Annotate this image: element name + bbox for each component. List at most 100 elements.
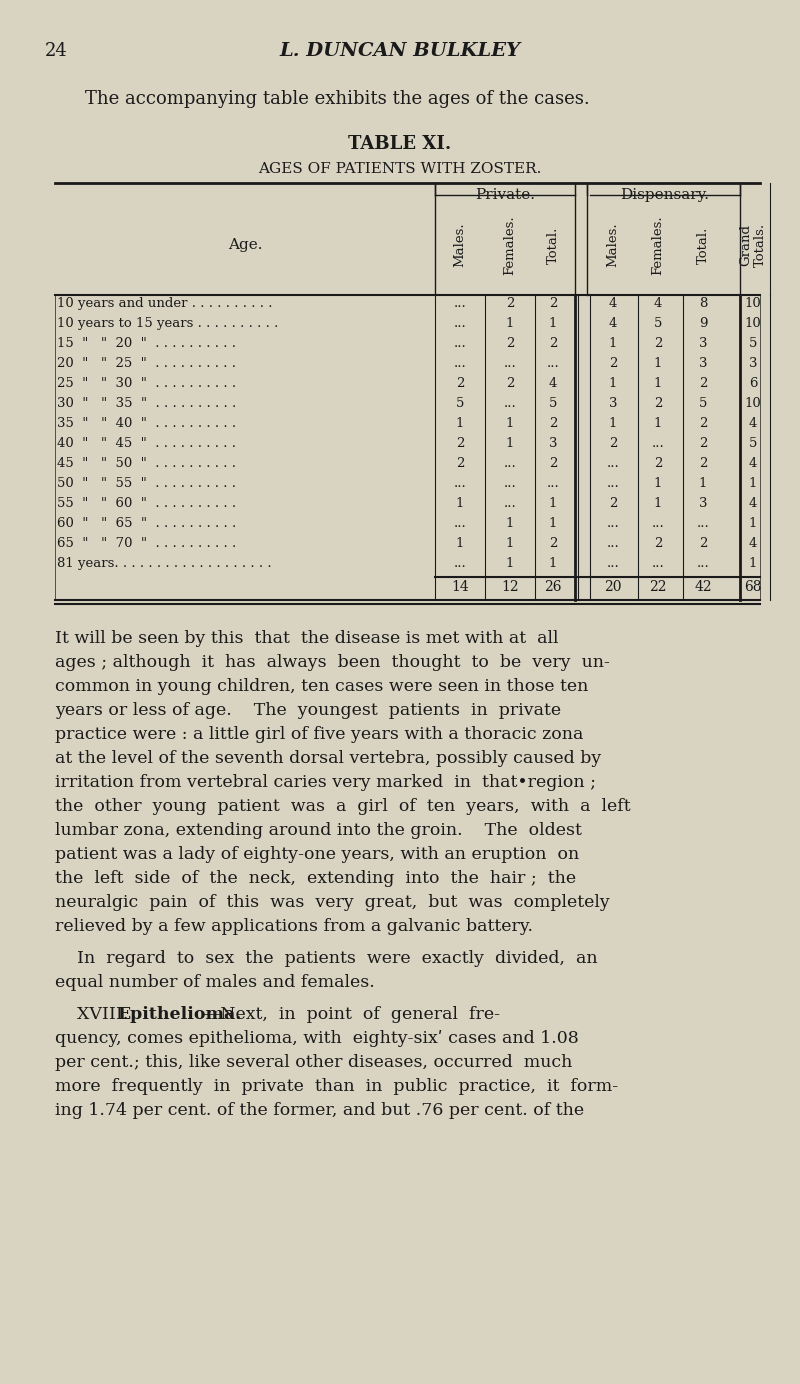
Text: 2: 2 bbox=[549, 537, 557, 549]
Text: ...: ... bbox=[454, 298, 466, 310]
Text: 55  "   "  60  "  . . . . . . . . . .: 55 " " 60 " . . . . . . . . . . bbox=[57, 497, 236, 509]
Text: ...: ... bbox=[606, 477, 619, 490]
Text: 1: 1 bbox=[549, 317, 557, 329]
Text: years or less of age.    The  youngest  patients  in  private: years or less of age. The youngest patie… bbox=[55, 702, 561, 720]
Text: common in young children, ten cases were seen in those ten: common in young children, ten cases were… bbox=[55, 678, 588, 695]
Text: Private.: Private. bbox=[475, 188, 535, 202]
Text: 2: 2 bbox=[609, 357, 617, 370]
Text: 2: 2 bbox=[699, 537, 707, 549]
Text: 2: 2 bbox=[549, 457, 557, 471]
Text: ...: ... bbox=[606, 537, 619, 549]
Text: 65  "   "  70  "  . . . . . . . . . .: 65 " " 70 " . . . . . . . . . . bbox=[57, 537, 236, 549]
Text: 60  "   "  65  "  . . . . . . . . . .: 60 " " 65 " . . . . . . . . . . bbox=[57, 518, 236, 530]
Text: Epithelioma.: Epithelioma. bbox=[117, 1006, 242, 1023]
Text: 1: 1 bbox=[549, 556, 557, 570]
Text: 2: 2 bbox=[609, 437, 617, 450]
Text: 4: 4 bbox=[609, 298, 617, 310]
Text: 3: 3 bbox=[698, 357, 707, 370]
Text: 2: 2 bbox=[699, 457, 707, 471]
Text: at the level of the seventh dorsal vertebra, possibly caused by: at the level of the seventh dorsal verte… bbox=[55, 750, 602, 767]
Text: 10: 10 bbox=[745, 298, 762, 310]
Text: 8: 8 bbox=[699, 298, 707, 310]
Text: 68: 68 bbox=[744, 580, 762, 594]
Text: 3: 3 bbox=[549, 437, 558, 450]
Text: ...: ... bbox=[606, 457, 619, 471]
Text: equal number of males and females.: equal number of males and females. bbox=[55, 974, 374, 991]
Text: patient was a lady of eighty-one years, with an eruption  on: patient was a lady of eighty-one years, … bbox=[55, 846, 579, 864]
Text: irritation from vertebral caries very marked  in  that•region ;: irritation from vertebral caries very ma… bbox=[55, 774, 596, 792]
Text: ...: ... bbox=[652, 518, 664, 530]
Text: 4: 4 bbox=[609, 317, 617, 329]
Text: ...: ... bbox=[697, 518, 710, 530]
Text: 1: 1 bbox=[699, 477, 707, 490]
Text: 1: 1 bbox=[654, 376, 662, 390]
Text: 1: 1 bbox=[654, 417, 662, 430]
Text: 1: 1 bbox=[549, 518, 557, 530]
Text: 1: 1 bbox=[654, 497, 662, 509]
Text: quency, comes epithelioma, with  eighty-sixʹ cases and 1.08: quency, comes epithelioma, with eighty-s… bbox=[55, 1030, 578, 1048]
Text: 3: 3 bbox=[749, 357, 758, 370]
Text: ...: ... bbox=[454, 518, 466, 530]
Text: 2: 2 bbox=[506, 336, 514, 350]
Text: Grand
Totals.: Grand Totals. bbox=[739, 223, 767, 267]
Text: relieved by a few applications from a galvanic battery.: relieved by a few applications from a ga… bbox=[55, 918, 533, 936]
Text: 4: 4 bbox=[654, 298, 662, 310]
Text: ...: ... bbox=[504, 397, 516, 410]
Text: Males.: Males. bbox=[606, 223, 619, 267]
Text: Age.: Age. bbox=[228, 238, 262, 252]
Text: 42: 42 bbox=[694, 580, 712, 594]
Text: 1: 1 bbox=[506, 437, 514, 450]
Text: 1: 1 bbox=[506, 518, 514, 530]
Text: ...: ... bbox=[504, 457, 516, 471]
Text: 5: 5 bbox=[654, 317, 662, 329]
Text: 10: 10 bbox=[745, 317, 762, 329]
Text: Females.: Females. bbox=[503, 215, 517, 275]
Text: 5: 5 bbox=[699, 397, 707, 410]
Text: 2: 2 bbox=[654, 336, 662, 350]
Text: 2: 2 bbox=[699, 437, 707, 450]
Text: lumbar zona, extending around into the groin.    The  oldest: lumbar zona, extending around into the g… bbox=[55, 822, 582, 839]
Text: 1: 1 bbox=[506, 417, 514, 430]
Text: 2: 2 bbox=[699, 376, 707, 390]
Text: ...: ... bbox=[454, 556, 466, 570]
Text: the  left  side  of  the  neck,  extending  into  the  hair ;  the: the left side of the neck, extending int… bbox=[55, 871, 576, 887]
Text: 1: 1 bbox=[549, 497, 557, 509]
Text: 2: 2 bbox=[456, 437, 464, 450]
Text: 81 years. . . . . . . . . . . . . . . . . . .: 81 years. . . . . . . . . . . . . . . . … bbox=[57, 556, 272, 570]
Text: 2: 2 bbox=[654, 397, 662, 410]
Text: more  frequently  in  private  than  in  public  practice,  it  form-: more frequently in private than in publi… bbox=[55, 1078, 618, 1095]
Text: 2: 2 bbox=[654, 457, 662, 471]
Text: 2: 2 bbox=[699, 417, 707, 430]
Text: 4: 4 bbox=[749, 417, 757, 430]
Text: 22: 22 bbox=[650, 580, 666, 594]
Text: 1: 1 bbox=[506, 537, 514, 549]
Text: The accompanying table exhibits the ages of the cases.: The accompanying table exhibits the ages… bbox=[85, 90, 590, 108]
Text: ...: ... bbox=[504, 357, 516, 370]
Text: neuralgic  pain  of  this  was  very  great,  but  was  completely: neuralgic pain of this was very great, b… bbox=[55, 894, 610, 911]
Text: ...: ... bbox=[652, 437, 664, 450]
Text: TABLE XI.: TABLE XI. bbox=[348, 136, 452, 154]
Text: ...: ... bbox=[454, 357, 466, 370]
Text: 1: 1 bbox=[749, 556, 757, 570]
Text: 10: 10 bbox=[745, 397, 762, 410]
Text: 1: 1 bbox=[749, 518, 757, 530]
Text: It will be seen by this  that  the disease is met with at  all: It will be seen by this that the disease… bbox=[55, 630, 558, 646]
Text: 1: 1 bbox=[506, 317, 514, 329]
Text: ...: ... bbox=[652, 556, 664, 570]
Text: 10 years to 15 years . . . . . . . . . .: 10 years to 15 years . . . . . . . . . . bbox=[57, 317, 278, 329]
Text: ...: ... bbox=[546, 477, 559, 490]
Text: practice were : a little girl of five years with a thoracic zona: practice were : a little girl of five ye… bbox=[55, 727, 583, 743]
Text: Total.: Total. bbox=[697, 227, 710, 264]
Text: 10 years and under . . . . . . . . . .: 10 years and under . . . . . . . . . . bbox=[57, 298, 273, 310]
Text: 2: 2 bbox=[654, 537, 662, 549]
Text: ing 1.74 per cent. of the former, and but .76 per cent. of the: ing 1.74 per cent. of the former, and bu… bbox=[55, 1102, 584, 1120]
Text: 2: 2 bbox=[506, 298, 514, 310]
Text: per cent.; this, like several other diseases, occurred  much: per cent.; this, like several other dise… bbox=[55, 1055, 572, 1071]
Text: 4: 4 bbox=[749, 457, 757, 471]
Text: ...: ... bbox=[454, 477, 466, 490]
Text: 9: 9 bbox=[698, 317, 707, 329]
Text: 30  "   "  35  "  . . . . . . . . . .: 30 " " 35 " . . . . . . . . . . bbox=[57, 397, 236, 410]
Text: 2: 2 bbox=[456, 376, 464, 390]
Text: 24: 24 bbox=[45, 42, 68, 60]
Text: 1: 1 bbox=[609, 376, 617, 390]
